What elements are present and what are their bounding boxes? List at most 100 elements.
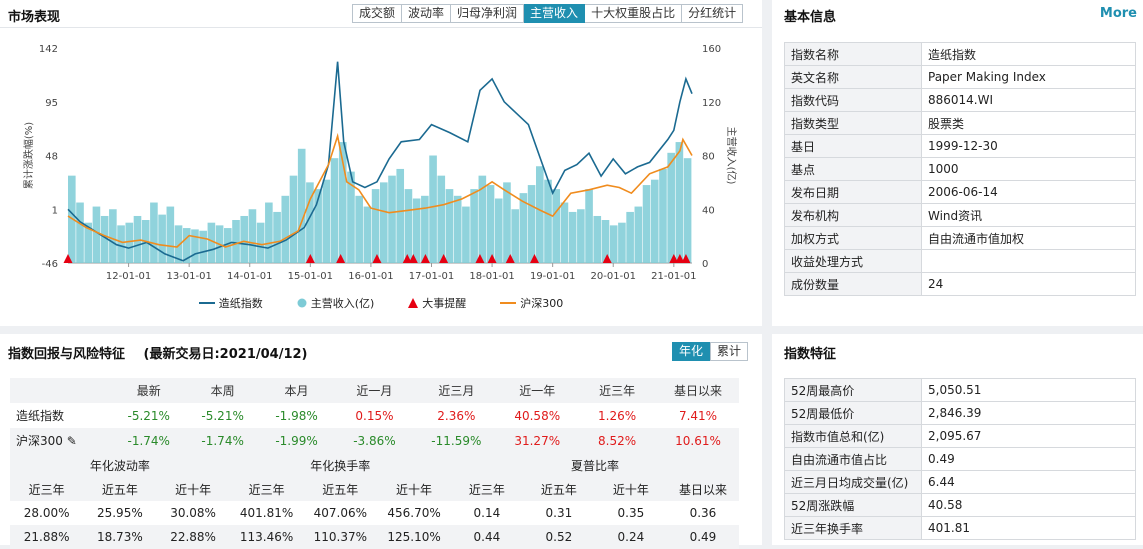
features-panel: 指数特征 52周最高价 5,050.51 52周最低价 2,846.39 指数市值总和(… xyxy=(772,334,1143,545)
x-tick-label: 18-01-01 xyxy=(469,271,514,282)
row-name: 造纸指数 xyxy=(16,409,65,423)
revenue-bar xyxy=(585,189,593,263)
revenue-bar xyxy=(437,175,446,263)
revenue-bar xyxy=(560,202,569,263)
tab-top10-weight[interactable]: 十大权重股占比 xyxy=(585,4,683,23)
basic-info-key: 收益处理方式 xyxy=(784,249,922,273)
series-line xyxy=(67,61,693,262)
risk-table: 年化波动率 年化换手率 夏普比率 近三年 近五年 近十年 近三年 近五年 近十年 近三年 近五年 近十… xyxy=(10,453,739,549)
event-marker xyxy=(439,254,449,263)
basic-info-key: 发布机构 xyxy=(784,203,922,227)
more-link[interactable]: More xyxy=(1099,6,1137,21)
basic-info-row: 指数名称 造纸指数 xyxy=(784,42,1136,66)
revenue-bar xyxy=(601,220,610,263)
tab-net-profit[interactable]: 归母净利润 xyxy=(451,4,525,23)
table-cell: 0.35 xyxy=(617,506,645,520)
basic-info-key: 指数类型 xyxy=(784,111,922,135)
revenue-bar xyxy=(100,215,109,263)
table-cell: -1.74% xyxy=(201,433,244,448)
revenue-bar xyxy=(511,209,519,263)
basic-info-title: 基本信息 xyxy=(784,10,837,25)
column-header: 最新 xyxy=(136,384,161,398)
event-marker xyxy=(372,254,382,263)
row-name: 沪深300 ✎ xyxy=(16,434,77,448)
column-header: 本月 xyxy=(284,384,309,398)
legend-item-revenue[interactable]: 主营收入(亿) xyxy=(297,295,374,311)
tab-dividend[interactable]: 分红统计 xyxy=(682,4,744,23)
table-cell: 28.00% xyxy=(23,506,70,520)
x-tick-label: 13-01-01 xyxy=(166,271,211,282)
line-icon xyxy=(198,302,215,304)
revenue-bar xyxy=(667,152,675,263)
table-cell: -1.99% xyxy=(275,433,318,448)
market-tabs: 成交额 波动率 归母净利润 主营收入 十大权重股占比 分红统计 xyxy=(352,4,744,23)
table-cell: -1.98% xyxy=(275,408,318,423)
table-cell: -11.59% xyxy=(431,433,482,448)
table-cell: -3.86% xyxy=(353,433,396,448)
y-left-tick: 48 xyxy=(45,152,58,163)
tab-volatility[interactable]: 波动率 xyxy=(402,4,452,23)
basic-info-value xyxy=(921,249,1136,273)
revenue-bar xyxy=(322,179,331,263)
feature-key: 近三年换手率 xyxy=(784,516,922,540)
basic-info-key: 基日 xyxy=(784,134,922,158)
y-left-label: 累计涨跌幅(%) xyxy=(22,122,35,189)
legend-label: 大事提醒 xyxy=(422,297,467,310)
column-header: 近一年 xyxy=(519,384,556,398)
table-cell: 7.41% xyxy=(678,408,718,423)
basic-info-value: 2006-06-14 xyxy=(921,180,1136,204)
column-header: 基日以来 xyxy=(674,384,723,398)
series-line xyxy=(67,132,693,248)
revenue-bar xyxy=(593,215,602,263)
event-marker xyxy=(505,254,515,263)
revenue-bar xyxy=(133,215,142,263)
tab-volume[interactable]: 成交额 xyxy=(352,4,403,23)
table-cell: 18.73% xyxy=(96,530,143,544)
revenue-bar xyxy=(371,189,380,263)
features-table: 52周最高价 5,050.51 52周最低价 2,846.39 指数市值总和(亿) 2,0… xyxy=(784,378,1136,540)
revenue-bar xyxy=(626,211,634,263)
table-cell: -1.74% xyxy=(127,433,170,448)
revenue-bar xyxy=(642,185,651,263)
basic-info-row: 发布日期 2006-06-14 xyxy=(784,180,1136,204)
column-header: 近三年 xyxy=(28,482,65,497)
event-marker xyxy=(336,254,346,263)
market-title: 市场表现 xyxy=(8,10,61,25)
edit-icon[interactable]: ✎ xyxy=(62,434,77,448)
revenue-bar xyxy=(355,195,363,263)
tab-revenue[interactable]: 主营收入 xyxy=(524,4,586,23)
event-marker xyxy=(487,254,497,263)
basic-info-row: 指数类型 股票类 xyxy=(784,111,1136,135)
toggle-annualized[interactable]: 年化 xyxy=(671,342,710,361)
table-cell: 0.14 xyxy=(473,506,501,520)
revenue-bar xyxy=(199,230,207,263)
revenue-bar xyxy=(503,182,511,263)
column-header: 近三年 xyxy=(248,482,285,497)
performance-chart[interactable]: 142 95 48 1 -46 160 120 80 40 0 累计涨跌幅(%) 主营收入(亿) 12-… xyxy=(0,28,762,298)
y-right-label: 主营收入(亿) xyxy=(725,127,738,185)
revenue-bar xyxy=(380,182,388,263)
legend-item-events[interactable]: 大事提醒 xyxy=(408,295,466,311)
toggle-cumulative[interactable]: 累计 xyxy=(709,342,748,361)
revenue-bar xyxy=(470,189,478,263)
legend-item-index[interactable]: 造纸指数 xyxy=(198,295,263,311)
basic-info-key: 发布日期 xyxy=(784,180,922,204)
table-row: 21.88% 18.73% 22.88% 113.46% 110.37% 125.10% 0… xyxy=(10,525,739,549)
revenue-bar xyxy=(330,158,339,263)
revenue-bar xyxy=(347,171,355,263)
table-cell: 30.08% xyxy=(170,506,216,520)
table-cell: 0.44 xyxy=(473,530,501,544)
legend-item-hs300[interactable]: 沪深300 xyxy=(500,295,563,311)
group-header: 年化换手率 xyxy=(310,458,371,473)
table-cell: 0.36 xyxy=(689,506,717,520)
basic-info-row: 收益处理方式 xyxy=(784,249,1136,273)
y-left-tick: -46 xyxy=(42,259,58,270)
basic-info-table: 指数名称 造纸指数 英文名称 Paper Making Index 指数代码 886014… xyxy=(784,42,1136,296)
revenue-bar xyxy=(174,225,183,263)
basic-info-key: 基点 xyxy=(784,157,922,181)
revenue-bar xyxy=(232,220,240,263)
event-marker xyxy=(669,254,679,263)
risk-sub-row: 近三年 近五年 近十年 近三年 近五年 近十年 近三年 近五年 近十年 基日以来 xyxy=(10,477,739,501)
table-cell: 110.37% xyxy=(313,530,367,544)
revenue-bar xyxy=(544,179,552,263)
